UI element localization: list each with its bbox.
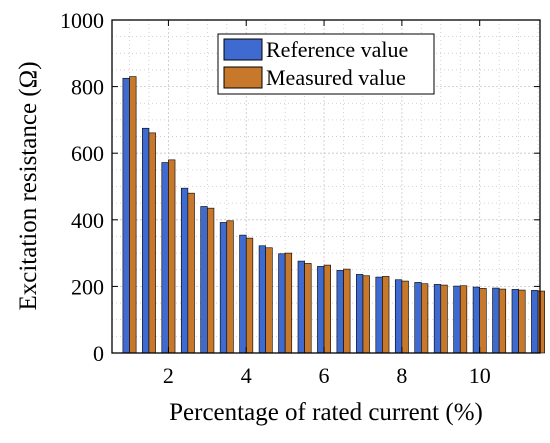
bar-reference xyxy=(472,286,480,354)
bar-reference xyxy=(356,274,364,354)
y-tick-label: 200 xyxy=(71,274,104,299)
y-tick-label: 400 xyxy=(71,208,104,233)
x-tick-label: 8 xyxy=(396,363,407,388)
bar-reference xyxy=(375,276,383,354)
bar-measured xyxy=(459,285,468,354)
bar-reference xyxy=(122,77,130,354)
bar-measured xyxy=(245,237,254,354)
bar-measured xyxy=(304,263,312,354)
bar-reference xyxy=(492,287,500,354)
bar-reference xyxy=(394,279,403,354)
bar-measured xyxy=(129,76,137,354)
legend-swatch-reference xyxy=(223,38,263,61)
y-tick-label: 0 xyxy=(93,341,104,366)
bar-measured xyxy=(148,132,156,354)
bars xyxy=(122,76,545,354)
bar-measured xyxy=(498,288,507,354)
bar-measured xyxy=(343,268,351,354)
x-axis-label: Percentage of rated current (%) xyxy=(169,399,483,426)
bar-measured xyxy=(226,220,234,354)
bar-reference xyxy=(433,284,442,354)
y-axis-label: Excitation resistance (Ω) xyxy=(15,61,42,310)
bar-reference xyxy=(278,253,286,354)
x-tick-label: 10 xyxy=(469,363,491,388)
bar-measured xyxy=(323,264,331,354)
bar-measured xyxy=(382,276,390,354)
bar-reference xyxy=(336,270,344,354)
legend: Reference value Measured value xyxy=(217,33,435,95)
bar-reference xyxy=(219,222,228,354)
x-tick-label: 6 xyxy=(319,363,330,388)
legend-label-measured: Measured value xyxy=(266,65,406,90)
bar-reference xyxy=(414,282,422,354)
bar-reference xyxy=(531,290,539,354)
bar-measured xyxy=(284,252,293,354)
y-tick-label: 800 xyxy=(71,75,104,100)
bar-reference xyxy=(258,245,266,354)
bar-reference xyxy=(200,206,208,354)
bar-measured xyxy=(518,289,526,354)
bar-reference xyxy=(142,127,150,354)
bar-reference xyxy=(453,285,461,354)
bar-measured xyxy=(479,288,487,354)
y-tick-label: 1000 xyxy=(60,8,104,33)
bar-measured xyxy=(168,159,176,354)
bar-reference xyxy=(297,260,305,354)
x-tick-label: 2 xyxy=(163,363,174,388)
bar-measured xyxy=(421,283,429,354)
axis-ticks: 0 200 400 600 800 1000 2 4 6 8 10 xyxy=(60,8,540,388)
bar-reference xyxy=(161,162,169,354)
y-tick-label: 600 xyxy=(71,141,104,166)
legend-swatch-measured xyxy=(223,66,263,89)
bar-measured xyxy=(537,290,545,354)
bar-measured xyxy=(207,207,215,354)
bar-measured xyxy=(265,247,273,354)
bar-measured xyxy=(401,280,409,354)
bar-reference xyxy=(511,289,519,354)
x-tick-label: 4 xyxy=(241,363,252,388)
legend-label-reference: Reference value xyxy=(266,37,408,62)
bar-reference xyxy=(239,234,247,354)
bar-reference xyxy=(180,187,189,354)
bar-measured xyxy=(362,275,370,354)
bar-measured xyxy=(440,284,448,354)
bar-reference xyxy=(317,266,325,354)
bar-measured xyxy=(187,192,195,354)
plot-frame xyxy=(111,19,541,354)
